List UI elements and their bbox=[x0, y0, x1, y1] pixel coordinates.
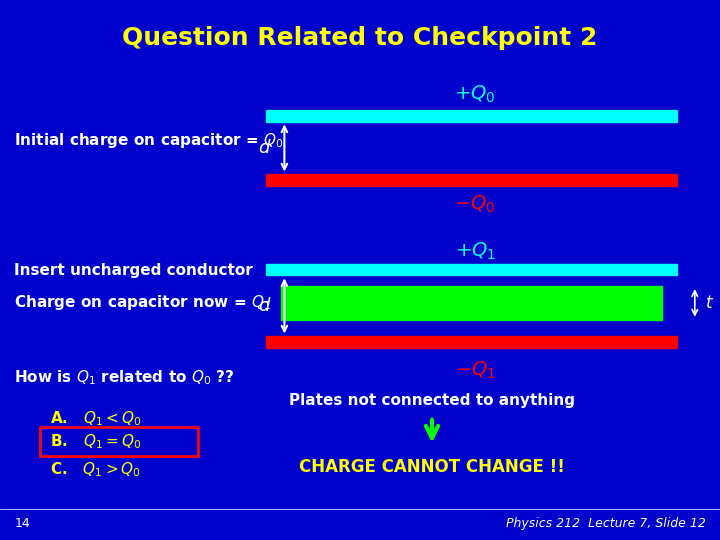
Text: How is $Q_1$ related to $Q_0$ ??: How is $Q_1$ related to $Q_0$ ?? bbox=[14, 369, 235, 387]
Text: $+Q_1$: $+Q_1$ bbox=[454, 240, 496, 262]
Bar bbox=[266, 174, 677, 186]
Text: Insert uncharged conductor: Insert uncharged conductor bbox=[14, 262, 253, 278]
Text: d: d bbox=[258, 297, 270, 315]
Text: B.   $Q_1 = Q_0$: B. $Q_1 = Q_0$ bbox=[50, 432, 142, 450]
Text: CHARGE CANNOT CHANGE !!: CHARGE CANNOT CHANGE !! bbox=[299, 458, 565, 476]
Text: A.   $Q_1 < Q_0$: A. $Q_1 < Q_0$ bbox=[50, 409, 142, 428]
Text: Initial charge on capacitor = $Q_0$: Initial charge on capacitor = $Q_0$ bbox=[14, 131, 284, 150]
Bar bbox=[281, 286, 662, 320]
Text: Charge on capacitor now = $Q_1$: Charge on capacitor now = $Q_1$ bbox=[14, 293, 271, 312]
Text: $-Q_0$: $-Q_0$ bbox=[454, 193, 496, 215]
Bar bbox=[266, 264, 677, 275]
Text: Physics 212  Lecture 7, Slide 12: Physics 212 Lecture 7, Slide 12 bbox=[505, 517, 706, 530]
Text: 14: 14 bbox=[14, 517, 30, 530]
Text: Plates not connected to anything: Plates not connected to anything bbox=[289, 393, 575, 408]
Text: $-Q_1$: $-Q_1$ bbox=[454, 359, 496, 381]
Bar bbox=[266, 110, 677, 122]
Bar bbox=[40, 427, 198, 456]
Text: t: t bbox=[706, 294, 712, 312]
Text: $+Q_0$: $+Q_0$ bbox=[454, 84, 496, 105]
Text: C.   $Q_1 > Q_0$: C. $Q_1 > Q_0$ bbox=[50, 461, 141, 479]
Text: Question Related to Checkpoint 2: Question Related to Checkpoint 2 bbox=[122, 26, 598, 50]
Text: d: d bbox=[258, 139, 270, 157]
Bar bbox=[266, 336, 677, 348]
